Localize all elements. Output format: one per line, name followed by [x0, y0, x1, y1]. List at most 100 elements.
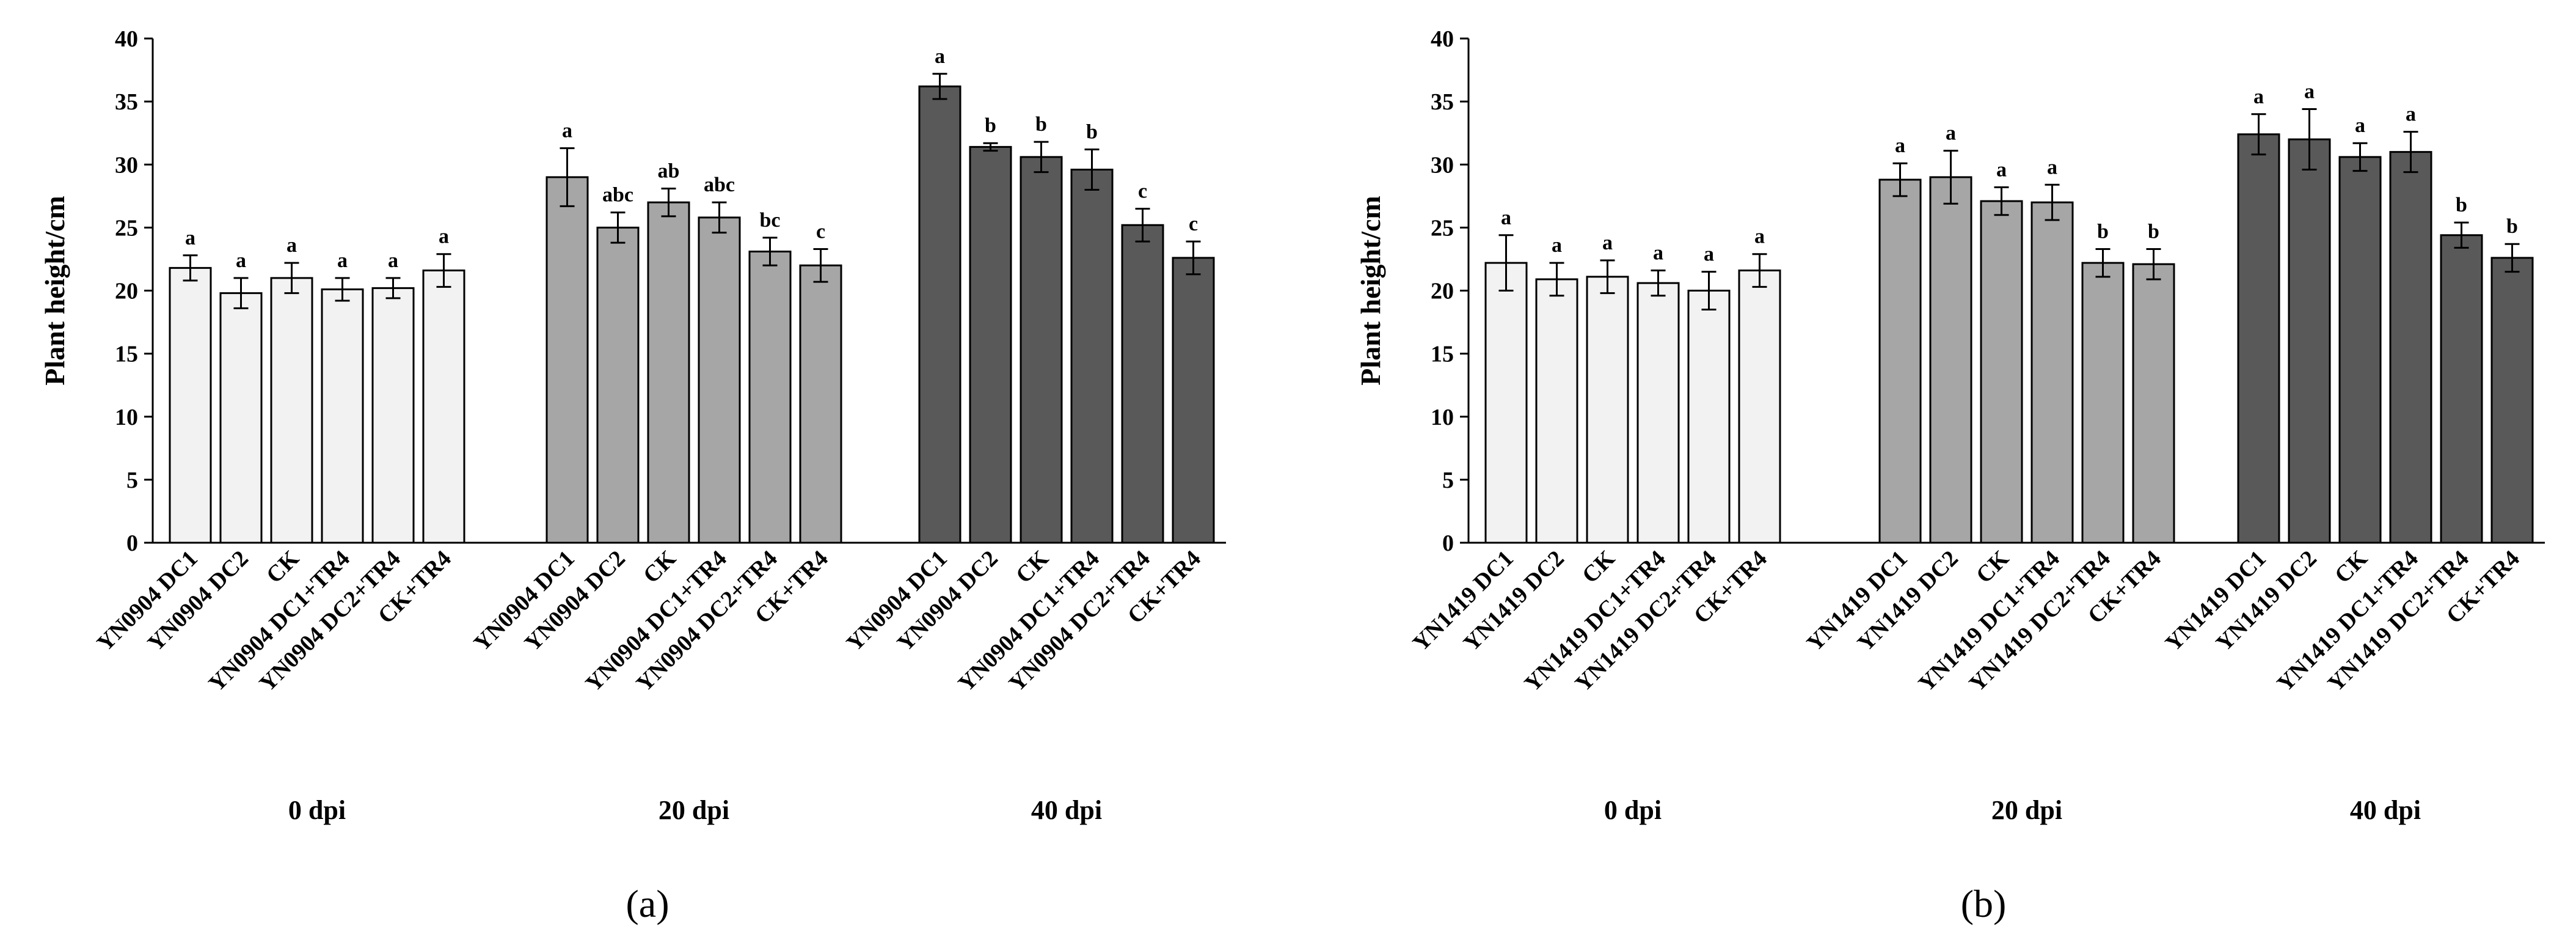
y-tick-label: 15	[115, 342, 138, 367]
bar	[596, 226, 640, 544]
significance-letter: a	[1946, 122, 1956, 145]
bar	[1121, 224, 1164, 544]
bar	[2288, 138, 2331, 544]
significance-letter: a	[562, 119, 572, 142]
y-tick-label: 10	[1431, 405, 1454, 430]
bar	[918, 85, 961, 544]
significance-letter: a	[2355, 114, 2365, 137]
significance-letter: a	[1552, 234, 1562, 257]
significance-letter: a	[1754, 226, 1765, 248]
y-tick-label: 15	[1431, 342, 1454, 367]
significance-letter: a	[1501, 207, 1511, 229]
group-label: 40 dpi	[2350, 795, 2421, 825]
bar	[2490, 257, 2534, 544]
bar	[219, 292, 263, 544]
significance-letter: a	[2253, 86, 2264, 108]
bar	[545, 176, 589, 544]
category-label: CK	[2330, 545, 2373, 588]
y-axis-title: Plant height/cm	[1355, 196, 1386, 385]
y-tick-label: 0	[126, 531, 138, 556]
category-label: CK	[261, 545, 304, 588]
significance-letter: b	[2506, 215, 2518, 238]
group-label: 0 dpi	[1604, 795, 1662, 825]
y-axis-title: Plant height/cm	[39, 196, 70, 385]
significance-letter: a	[1704, 243, 1714, 266]
bar	[2440, 234, 2483, 544]
significance-letter: b	[985, 114, 996, 137]
bar	[2389, 151, 2432, 544]
significance-letter: b	[2456, 194, 2467, 216]
group-label: 20 dpi	[659, 795, 729, 825]
significance-letter: a	[2406, 103, 2416, 126]
bar	[1738, 270, 1781, 544]
bar	[1878, 178, 1922, 544]
significance-letter: b	[2148, 220, 2159, 243]
bar	[1020, 156, 1063, 544]
significance-letter: b	[1086, 121, 1098, 144]
category-label: CK	[638, 545, 681, 588]
y-tick-label: 30	[115, 152, 138, 178]
significance-letter: abc	[602, 184, 633, 207]
significance-letter: a	[1996, 158, 2007, 181]
bar	[748, 251, 792, 544]
bar	[371, 287, 415, 544]
y-tick-label: 5	[126, 468, 138, 493]
group-label: 0 dpi	[288, 795, 346, 825]
significance-letter: a	[337, 249, 348, 272]
significance-letter: bc	[760, 209, 781, 232]
bar	[1172, 257, 1215, 544]
bar	[270, 277, 313, 544]
category-label: CK	[1971, 545, 2014, 588]
y-tick-label: 10	[115, 405, 138, 430]
bar	[2338, 156, 2382, 544]
significance-letter: a	[1653, 242, 1663, 265]
panel-label: (b)	[1961, 882, 2007, 925]
significance-letter: b	[2097, 220, 2109, 243]
significance-letter: b	[1035, 113, 1047, 136]
significance-letter: a	[388, 249, 398, 272]
y-tick-label: 0	[1442, 531, 1454, 556]
y-tick-label: 35	[1431, 89, 1454, 115]
significance-letter: a	[935, 45, 945, 68]
y-tick-label: 25	[115, 215, 138, 241]
y-tick-label: 20	[115, 279, 138, 304]
y-tick-label: 40	[1431, 26, 1454, 52]
significance-letter: a	[2304, 81, 2315, 103]
bar	[647, 201, 690, 544]
panel-label: (a)	[626, 882, 669, 925]
bar	[1586, 276, 1629, 544]
bar	[2081, 262, 2125, 544]
significance-letter: a	[1602, 232, 1613, 254]
y-tick-label: 40	[115, 26, 138, 52]
bar	[169, 266, 212, 544]
y-tick-label: 35	[115, 89, 138, 115]
bar	[321, 288, 364, 544]
bar	[2132, 263, 2175, 544]
bar	[2031, 201, 2074, 544]
significance-letter: abc	[704, 174, 735, 196]
significance-letter: ab	[658, 160, 680, 182]
significance-letter: c	[1189, 213, 1198, 235]
group-label: 40 dpi	[1031, 795, 1102, 825]
bar	[1980, 200, 2023, 544]
bar	[799, 264, 842, 544]
group-label: 20 dpi	[1991, 795, 2062, 825]
bar	[1070, 169, 1114, 544]
category-label: CK	[1577, 545, 1620, 588]
significance-letter: a	[286, 234, 297, 257]
bar	[1484, 262, 1528, 544]
significance-letter: a	[439, 226, 449, 248]
y-tick-label: 25	[1431, 215, 1454, 241]
significance-letter: a	[185, 227, 195, 249]
bar	[1687, 290, 1731, 544]
significance-letter: a	[2047, 156, 2057, 178]
significance-letter: c	[816, 220, 825, 243]
bar	[698, 216, 741, 544]
significance-letter: a	[236, 249, 246, 272]
significance-letter: c	[1138, 180, 1147, 202]
significance-letter: a	[1895, 134, 1905, 157]
bar	[1535, 278, 1578, 544]
